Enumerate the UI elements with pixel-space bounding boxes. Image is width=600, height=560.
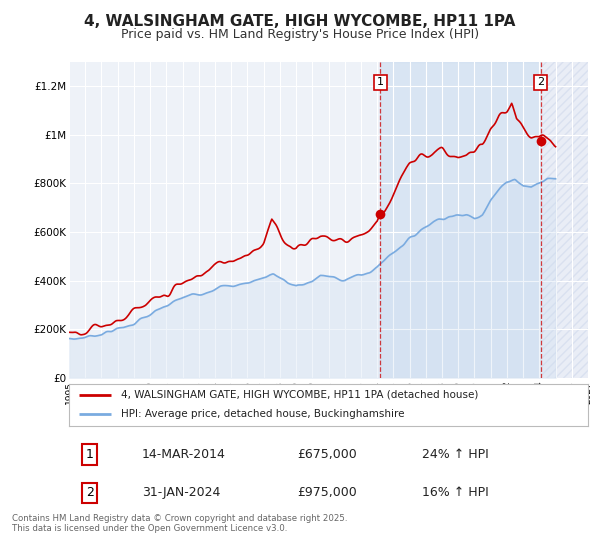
Text: 2: 2 <box>537 77 544 87</box>
Text: 2: 2 <box>86 486 94 500</box>
Text: 4, WALSINGHAM GATE, HIGH WYCOMBE, HP11 1PA: 4, WALSINGHAM GATE, HIGH WYCOMBE, HP11 1… <box>85 14 515 29</box>
Text: 24% ↑ HPI: 24% ↑ HPI <box>422 448 488 461</box>
Bar <box>541 62 588 378</box>
Text: 1: 1 <box>377 77 384 87</box>
Text: 1: 1 <box>86 448 94 461</box>
Bar <box>541 62 588 378</box>
Text: 16% ↑ HPI: 16% ↑ HPI <box>422 486 488 500</box>
Bar <box>380 62 541 378</box>
Text: 4, WALSINGHAM GATE, HIGH WYCOMBE, HP11 1PA (detached house): 4, WALSINGHAM GATE, HIGH WYCOMBE, HP11 1… <box>121 390 478 400</box>
Text: £675,000: £675,000 <box>298 448 357 461</box>
Text: 14-MAR-2014: 14-MAR-2014 <box>142 448 226 461</box>
Text: Price paid vs. HM Land Registry's House Price Index (HPI): Price paid vs. HM Land Registry's House … <box>121 28 479 41</box>
Text: Contains HM Land Registry data © Crown copyright and database right 2025.
This d: Contains HM Land Registry data © Crown c… <box>12 514 347 534</box>
Text: HPI: Average price, detached house, Buckinghamshire: HPI: Average price, detached house, Buck… <box>121 409 404 419</box>
Text: 31-JAN-2024: 31-JAN-2024 <box>142 486 220 500</box>
Text: £975,000: £975,000 <box>298 486 357 500</box>
